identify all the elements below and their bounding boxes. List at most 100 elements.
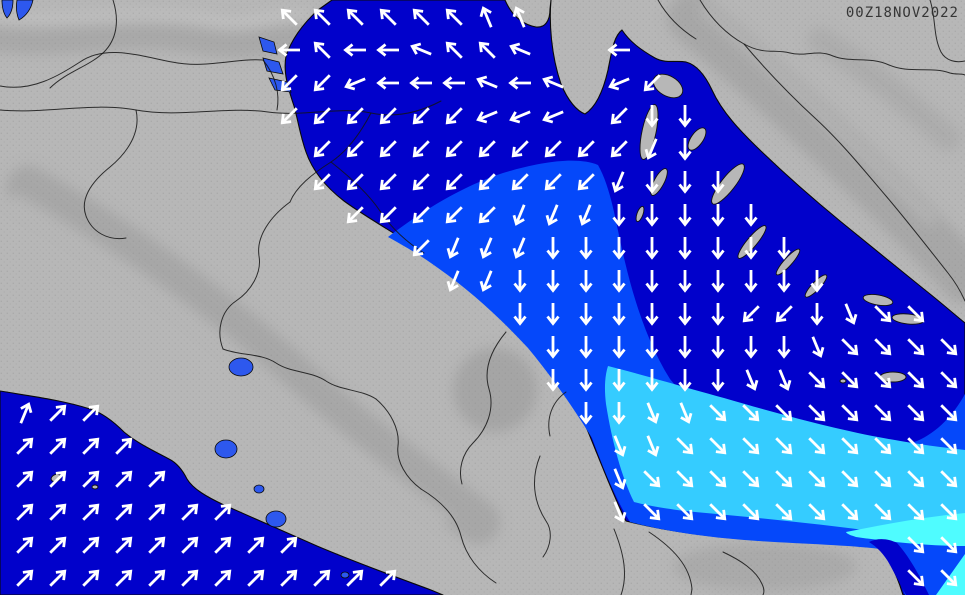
wave-direction-arrow: [247, 536, 265, 554]
timestamp-label: 00Z18NOV2022: [845, 5, 959, 21]
wave-direction-arrow: [16, 503, 34, 521]
wave-direction-arrow: [808, 437, 826, 455]
wave-direction-arrow: [376, 76, 399, 90]
admin-border: [657, 0, 697, 40]
wave-direction-arrow: [49, 536, 67, 554]
wave-direction-arrow: [280, 569, 298, 587]
wave-direction-arrow: [379, 8, 397, 26]
wave-direction-arrow: [711, 204, 725, 227]
wave-direction-arrow: [678, 138, 692, 161]
wave-direction-arrow: [344, 77, 366, 91]
wave-direction-arrow: [409, 76, 432, 90]
wave-direction-arrow: [412, 107, 430, 125]
wave-direction-arrow: [841, 437, 859, 455]
lakes-layer: [1, 0, 350, 579]
wave-direction-arrow: [446, 237, 460, 259]
wave-direction-arrow: [744, 336, 758, 359]
wave-direction-arrow: [49, 404, 67, 422]
wave-direction-arrow: [610, 140, 628, 158]
admin-border: [219, 201, 291, 350]
wave-direction-arrow: [775, 404, 793, 422]
wave-direction-arrow: [476, 75, 498, 89]
wave-direction-arrow: [744, 270, 758, 293]
wave-direction-arrow: [82, 437, 100, 455]
wave-direction-arrow: [841, 503, 859, 521]
wave-direction-arrow: [82, 404, 100, 422]
wave-direction-arrow: [940, 404, 958, 422]
wave-direction-arrow: [181, 503, 199, 521]
wave-direction-arrow: [442, 76, 465, 90]
wave-direction-arrow: [612, 336, 626, 359]
wave-direction-arrow: [511, 173, 529, 191]
wave-direction-arrow: [49, 503, 67, 521]
wave-zone-dark-band: [869, 539, 929, 595]
island: [839, 378, 847, 384]
wave-direction-arrow: [181, 536, 199, 554]
wave-direction-arrow: [742, 503, 760, 521]
wave-direction-arrow: [277, 43, 300, 57]
wave-direction-arrow: [644, 138, 658, 160]
wave-direction-arrow: [613, 468, 627, 490]
wave-direction-arrow: [379, 107, 397, 125]
wave-direction-arrow: [579, 369, 593, 392]
island: [639, 104, 659, 160]
wave-direction-arrow: [711, 336, 725, 359]
wave-direction-arrow: [280, 536, 298, 554]
wave-direction-arrow: [612, 369, 626, 392]
wave-direction-arrow: [841, 404, 859, 422]
wave-direction-arrow: [940, 569, 958, 587]
wave-direction-arrow: [676, 437, 694, 455]
wave-direction-arrow: [612, 237, 626, 260]
lake-trasimeno: [228, 357, 254, 377]
wave-direction-arrow: [645, 204, 659, 227]
admin-border: [534, 455, 551, 558]
wave-direction-arrow: [678, 303, 692, 326]
wave-direction-arrow: [148, 536, 166, 554]
wave-direction-arrow: [874, 470, 892, 488]
wave-direction-arrow: [313, 569, 331, 587]
wave-direction-arrow: [579, 336, 593, 359]
wave-direction-arrow: [82, 470, 100, 488]
wave-direction-arrow: [777, 270, 791, 293]
wave-direction-arrow: [16, 437, 34, 455]
wave-direction-arrow: [412, 173, 430, 191]
wave-direction-arrow: [546, 303, 560, 326]
wave-direction-arrow: [445, 107, 463, 125]
wave-direction-arrow: [678, 171, 692, 194]
wave-direction-arrow: [579, 270, 593, 293]
wave-direction-arrow: [940, 371, 958, 389]
wave-direction-arrow: [612, 204, 626, 227]
lake-garda-east-lobe: [16, 0, 34, 21]
wave-direction-arrow: [446, 270, 460, 292]
islands-layer: [50, 73, 925, 490]
wave-direction-arrow: [844, 303, 858, 325]
wave-direction-arrow: [611, 171, 625, 193]
wave-direction-arrow: [478, 206, 496, 224]
wave-direction-arrow: [379, 140, 397, 158]
wave-direction-arrow: [313, 107, 331, 125]
wave-direction-arrow: [49, 437, 67, 455]
wave-direction-arrow: [775, 437, 793, 455]
wave-direction-arrow: [546, 270, 560, 293]
wave-direction-arrow: [545, 204, 559, 226]
wave-direction-arrow: [777, 336, 791, 359]
wave-direction-arrow: [280, 107, 298, 125]
admin-border: [743, 43, 965, 302]
wave-direction-arrow: [775, 305, 793, 323]
wave-direction-arrow: [612, 303, 626, 326]
wave-direction-arrow: [346, 140, 364, 158]
wave-direction-arrow: [544, 140, 562, 158]
wave-direction-arrow: [940, 503, 958, 521]
admin-border: [375, 398, 422, 490]
wave-direction-arrow: [346, 569, 364, 587]
lake-garda: [1, 0, 14, 19]
wave-direction-arrow: [744, 204, 758, 227]
island: [862, 293, 894, 307]
wave-direction-arrow: [742, 437, 760, 455]
wave-direction-arrow: [346, 107, 364, 125]
wave-direction-arrow: [379, 206, 397, 224]
wave-direction-arrow: [808, 470, 826, 488]
wave-direction-arrow: [745, 369, 759, 391]
